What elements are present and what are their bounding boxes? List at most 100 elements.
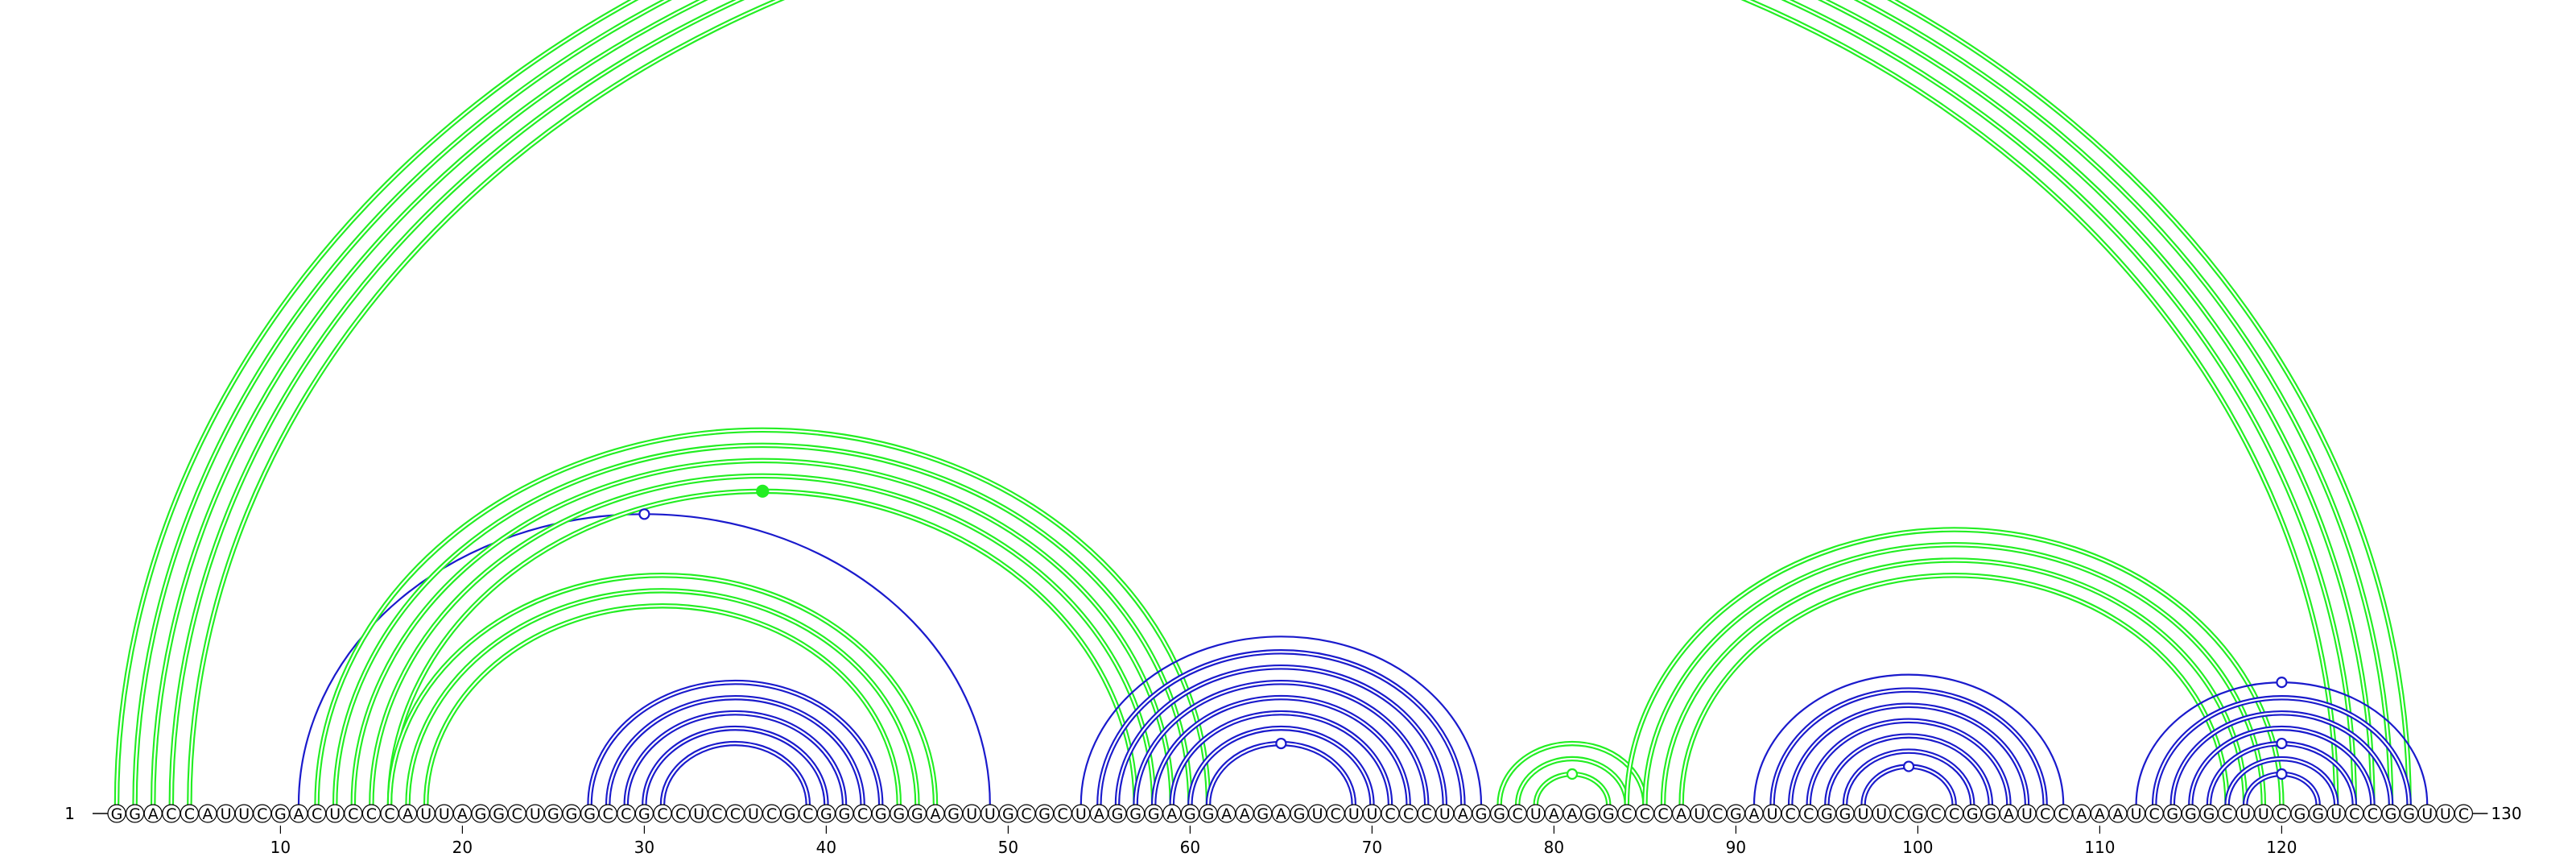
nucleotide-letter: A: [1276, 805, 1286, 823]
nucleotide-letter: G: [1967, 805, 1979, 823]
nucleotide-circle: [180, 804, 199, 823]
nucleotide-50: G: [998, 804, 1018, 823]
nucleotide-98: U: [1872, 804, 1891, 823]
nucleotide-34: C: [708, 804, 727, 823]
nucleotide-70: U: [1362, 804, 1382, 823]
nucleotide-letter: C: [1785, 805, 1796, 823]
nucleotide-circle: [1653, 804, 1673, 823]
pair-arc-inner-84-120: [1625, 528, 2283, 805]
nucleotide-10: G: [270, 804, 290, 823]
pair-arc-inner-55-75: [1098, 651, 1464, 805]
nucleotide-76: G: [1472, 804, 1491, 823]
nucleotide-letter: C: [621, 805, 631, 823]
arc-apex-marker-118-122: [2276, 768, 2288, 780]
nucleotide-22: G: [489, 804, 509, 823]
nucleotide-circle: [435, 804, 454, 823]
nucleotide-91: A: [1744, 804, 1764, 823]
nucleotide-122: G: [2309, 804, 2328, 823]
nucleotide-circle: [1872, 804, 1891, 823]
nucleotide-14: C: [344, 804, 363, 823]
nucleotide-64: G: [1253, 804, 1273, 823]
nucleotide-126: G: [2381, 804, 2401, 823]
nucleotide-letter: U: [2131, 805, 2142, 823]
nucleotide-circle: [270, 804, 290, 823]
nucleotide-letter: G: [1203, 805, 1215, 823]
pair-arc-inner-85-119: [1644, 544, 2264, 805]
nucleotide-letter: U: [238, 805, 250, 823]
nucleotide-letter: G: [1257, 805, 1269, 823]
nucleotide-circle: [1599, 804, 1618, 823]
nucleotide-5: C: [180, 804, 199, 823]
nucleotide-circle: [107, 804, 126, 823]
nucleotide-letter: G: [1112, 805, 1124, 823]
pair-arc-inner-78-84: [1517, 757, 1628, 805]
nucleotide-41: G: [835, 804, 854, 823]
nucleotide-letter: G: [111, 805, 123, 823]
nucleotide-39: C: [799, 804, 818, 823]
nucleotide-letter: C: [857, 805, 868, 823]
pair-arc-inner-59-71: [1170, 711, 1392, 805]
pair-arc-inner-94-105: [1807, 719, 2010, 805]
nucleotide-87: A: [1672, 804, 1691, 823]
nucleotide-circle: [398, 804, 418, 823]
nucleotide-letter: C: [803, 805, 813, 823]
nucleotide-letter: U: [329, 805, 341, 823]
nucleotide-56: G: [1108, 804, 1127, 823]
nucleotide-letter: A: [1221, 805, 1232, 823]
pair-arc-inner-29-41: [625, 711, 846, 805]
nucleotide-letter: G: [2166, 805, 2178, 823]
nucleotide-letter: A: [2113, 805, 2124, 823]
nucleotide-circle: [2054, 804, 2073, 823]
nucleotide-8: U: [234, 804, 254, 823]
nucleotide-51: C: [1017, 804, 1036, 823]
nucleotide-letter: G: [1912, 805, 1924, 823]
nucleotide-letter: C: [2222, 805, 2232, 823]
nucleotide-letter: C: [1058, 805, 1068, 823]
pair-arc-inner-113-127: [2153, 697, 2410, 805]
nucleotide-letter: G: [911, 805, 923, 823]
nucleotide-90: G: [1726, 804, 1745, 823]
nucleotide-letter: G: [584, 805, 596, 823]
nucleotide-letter: A: [1094, 805, 1104, 823]
nucleotide-letter: G: [1148, 805, 1160, 823]
nucleotide-letter: C: [366, 805, 377, 823]
nucleotide-circle: [1635, 804, 1655, 823]
pair-arc-outer-30-40: [642, 725, 829, 805]
nucleotide-32: C: [671, 804, 691, 823]
nucleotide-71: C: [1381, 804, 1400, 823]
nucleotide-77: G: [1489, 804, 1509, 823]
nucleotide-42: C: [852, 804, 873, 823]
nucleotide-24: U: [526, 804, 545, 823]
nucleotide-116: G: [2199, 804, 2219, 823]
nucleotide-83: G: [1599, 804, 1618, 823]
nucleotide-circle: [2363, 804, 2382, 823]
nucleotide-letter: C: [1640, 805, 1650, 823]
pair-arc-inner-57-73: [1134, 681, 1428, 805]
arc-apex-marker-11-49: [638, 508, 650, 520]
nucleotide-circle: [1908, 804, 1927, 823]
nucleotide-letter: G: [875, 805, 887, 823]
nucleotide-74: U: [1435, 804, 1455, 823]
nucleotide-circle: [526, 804, 545, 823]
nucleotide-letter: A: [1166, 805, 1177, 823]
arc-apex-marker-61-69: [1275, 737, 1287, 750]
pair-arc-inner-12-61: [316, 428, 1210, 805]
nucleotide-23: C: [507, 804, 526, 823]
arc-apex-marker-112-128: [2276, 677, 2288, 689]
nucleotide-letter: C: [166, 805, 176, 823]
nucleotide-circle: [1690, 804, 1709, 823]
nucleotide-circle: [1817, 804, 1836, 823]
nucleotide-letter: G: [1584, 805, 1596, 823]
nucleotide-85: C: [1635, 804, 1655, 823]
tick-label-20: 20: [452, 838, 473, 857]
pair-arc-inner-60-70: [1189, 727, 1373, 805]
nucleotide-52: G: [1034, 804, 1055, 823]
nucleotide-circle: [762, 804, 782, 823]
nucleotide-73: C: [1417, 804, 1436, 823]
pair-arc-inner-5-123: [188, 0, 2338, 805]
nucleotide-60: G: [1180, 804, 1200, 823]
nucleotide-letter: C: [257, 805, 267, 823]
nucleotide-letter: U: [1767, 805, 1778, 823]
